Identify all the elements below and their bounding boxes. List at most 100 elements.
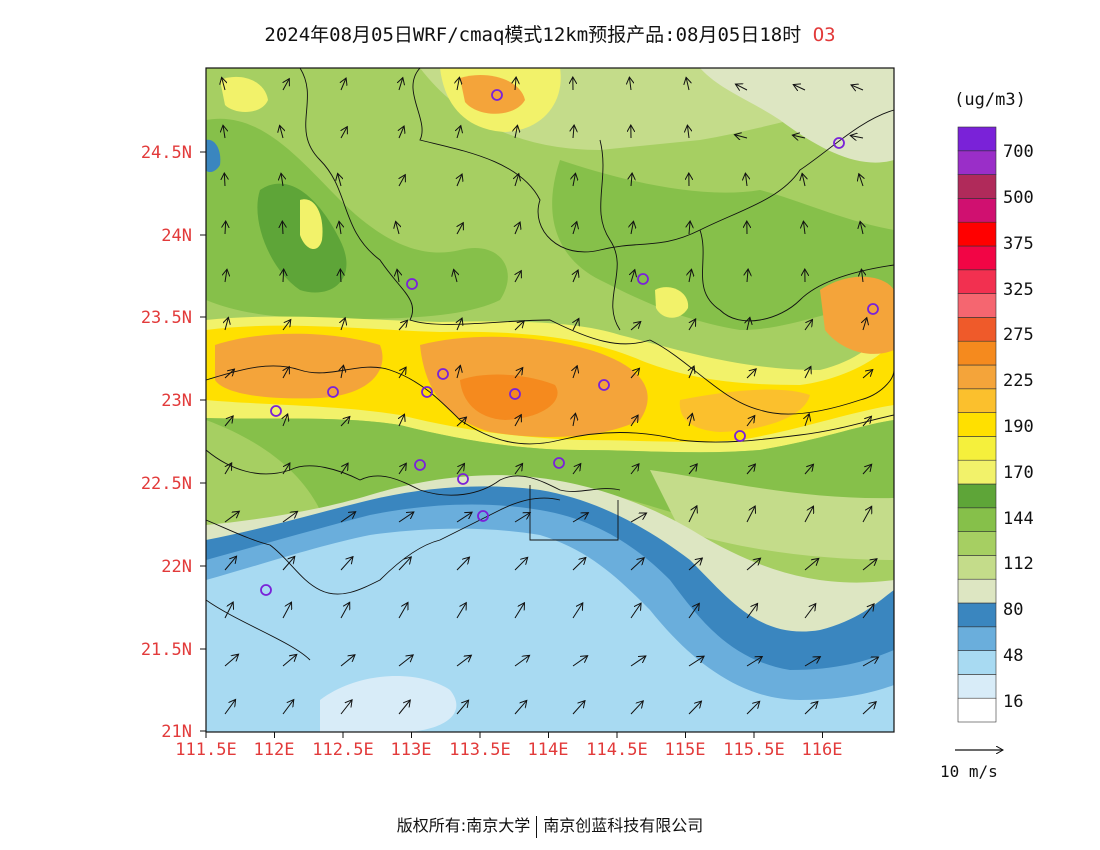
- colorbar-label-375: 375: [1003, 234, 1034, 254]
- wind-arrow: [747, 269, 748, 283]
- wind-arrow: [340, 557, 353, 571]
- station-marker: [833, 137, 845, 149]
- lon-label-114: 114E: [527, 740, 569, 760]
- wind-arrow: [515, 415, 521, 427]
- colorbar-swatch: [957, 340, 997, 366]
- wind-arrow: [850, 136, 864, 139]
- wind-arrow: [398, 463, 406, 475]
- wind-reference-label: 10 m/s: [940, 762, 998, 781]
- colorbar-swatch: [957, 650, 997, 675]
- wind-arrow: [630, 603, 641, 619]
- wind-arrow: [456, 557, 470, 571]
- wind-arrow: [862, 464, 872, 475]
- colorbar-label-80: 80: [1003, 600, 1024, 620]
- monitoring-stations: [260, 89, 879, 596]
- colorbar-swatch: [957, 198, 997, 223]
- wind-arrow: [804, 604, 816, 619]
- lon-label-113: 113E: [390, 740, 432, 760]
- lat-label-22: 22N: [161, 557, 192, 577]
- wind-arrow: [746, 603, 758, 619]
- wind-arrow: [454, 269, 457, 283]
- wind-arrow: [793, 85, 806, 91]
- concentration-field: [206, 68, 894, 732]
- wind-arrow: [457, 77, 460, 91]
- wind-arrow: [631, 173, 632, 187]
- copyright-line: 版权所有:南京大学 南京创蓝科技有限公司: [0, 812, 1100, 838]
- wind-arrow: [803, 221, 805, 235]
- station-marker: [867, 303, 879, 315]
- wind-arrow: [746, 416, 755, 427]
- wind-arrow: [860, 221, 863, 235]
- wind-arrow: [851, 85, 864, 90]
- station-marker: [491, 89, 503, 101]
- axis-ticks: [200, 151, 823, 738]
- colorbar-unit: (ug/m3): [954, 90, 1026, 110]
- wind-arrow: [573, 125, 574, 139]
- wind-arrow: [573, 318, 579, 331]
- wind-arrow: [862, 559, 877, 571]
- colorbar-swatch: [957, 507, 997, 532]
- wind-arrow: [456, 700, 469, 715]
- colorbar-swatch: [957, 364, 997, 390]
- wind-arrow: [282, 602, 292, 619]
- colorbar-swatch: [957, 126, 997, 152]
- wind-arrow: [456, 655, 471, 667]
- wind-arrow: [804, 319, 813, 331]
- wind-arrow: [456, 463, 465, 475]
- wind-arrow: [572, 701, 585, 715]
- colorbar-swatch: [957, 626, 997, 651]
- wind-arrow: [746, 464, 755, 475]
- wind-arrow: [689, 366, 694, 379]
- wind-arrow: [688, 603, 699, 619]
- station-marker: [553, 457, 565, 469]
- wind-arrow: [804, 464, 814, 475]
- wind-arrow: [282, 700, 294, 715]
- wind-arrow: [514, 700, 527, 715]
- wind-arrow: [572, 656, 588, 667]
- wind-arrow: [456, 603, 466, 619]
- wind-arrow: [631, 270, 635, 283]
- wind-arrow: [224, 699, 236, 715]
- wind-arrow: [573, 366, 577, 379]
- wind-arrow: [340, 512, 356, 523]
- station-marker: [421, 386, 433, 398]
- wind-arrow: [862, 506, 872, 523]
- lat-label-23.5: 23.5N: [140, 308, 192, 328]
- wind-arrow: [688, 656, 704, 667]
- colorbar-swatch: [957, 293, 997, 318]
- wind-arrow: [745, 173, 747, 187]
- colorbar-label-500: 500: [1003, 188, 1034, 208]
- copyright-prefix: 版权所有:: [396, 816, 467, 835]
- wind-arrow: [341, 365, 344, 379]
- lon-label-112: 112E: [253, 740, 295, 760]
- wind-arrow: [224, 556, 237, 571]
- lat-label-22.5: 22.5N: [140, 474, 192, 494]
- wind-arrow: [225, 269, 227, 283]
- wind-arrow: [746, 506, 755, 523]
- wind-arrow: [515, 77, 516, 91]
- wind-arrow: [282, 654, 297, 667]
- wind-arrow: [224, 602, 233, 619]
- wind-arrow: [862, 604, 874, 619]
- wind-arrow: [804, 702, 818, 715]
- colorbar-swatch: [957, 245, 997, 271]
- wind-arrow: [746, 558, 761, 571]
- wind-arrow: [224, 463, 232, 475]
- wind-arrow: [630, 415, 638, 427]
- colorbar-swatch: [957, 412, 997, 437]
- wind-arrow: [457, 318, 462, 331]
- wind-arrow: [689, 269, 692, 283]
- wind-arrow: [515, 222, 520, 235]
- wind-arrow: [396, 221, 399, 235]
- wind-arrow: [457, 174, 462, 187]
- colorbar-label-190: 190: [1003, 417, 1034, 437]
- colorbar-swatch: [957, 269, 997, 294]
- wind-arrow: [746, 369, 756, 379]
- station-marker: [457, 473, 469, 485]
- wind-arrow: [572, 603, 583, 619]
- wind-arrow: [572, 513, 588, 523]
- wind-arrow: [747, 317, 750, 331]
- wind-arrow: [283, 269, 284, 283]
- station-marker: [327, 386, 339, 398]
- wind-arrow: [802, 173, 805, 187]
